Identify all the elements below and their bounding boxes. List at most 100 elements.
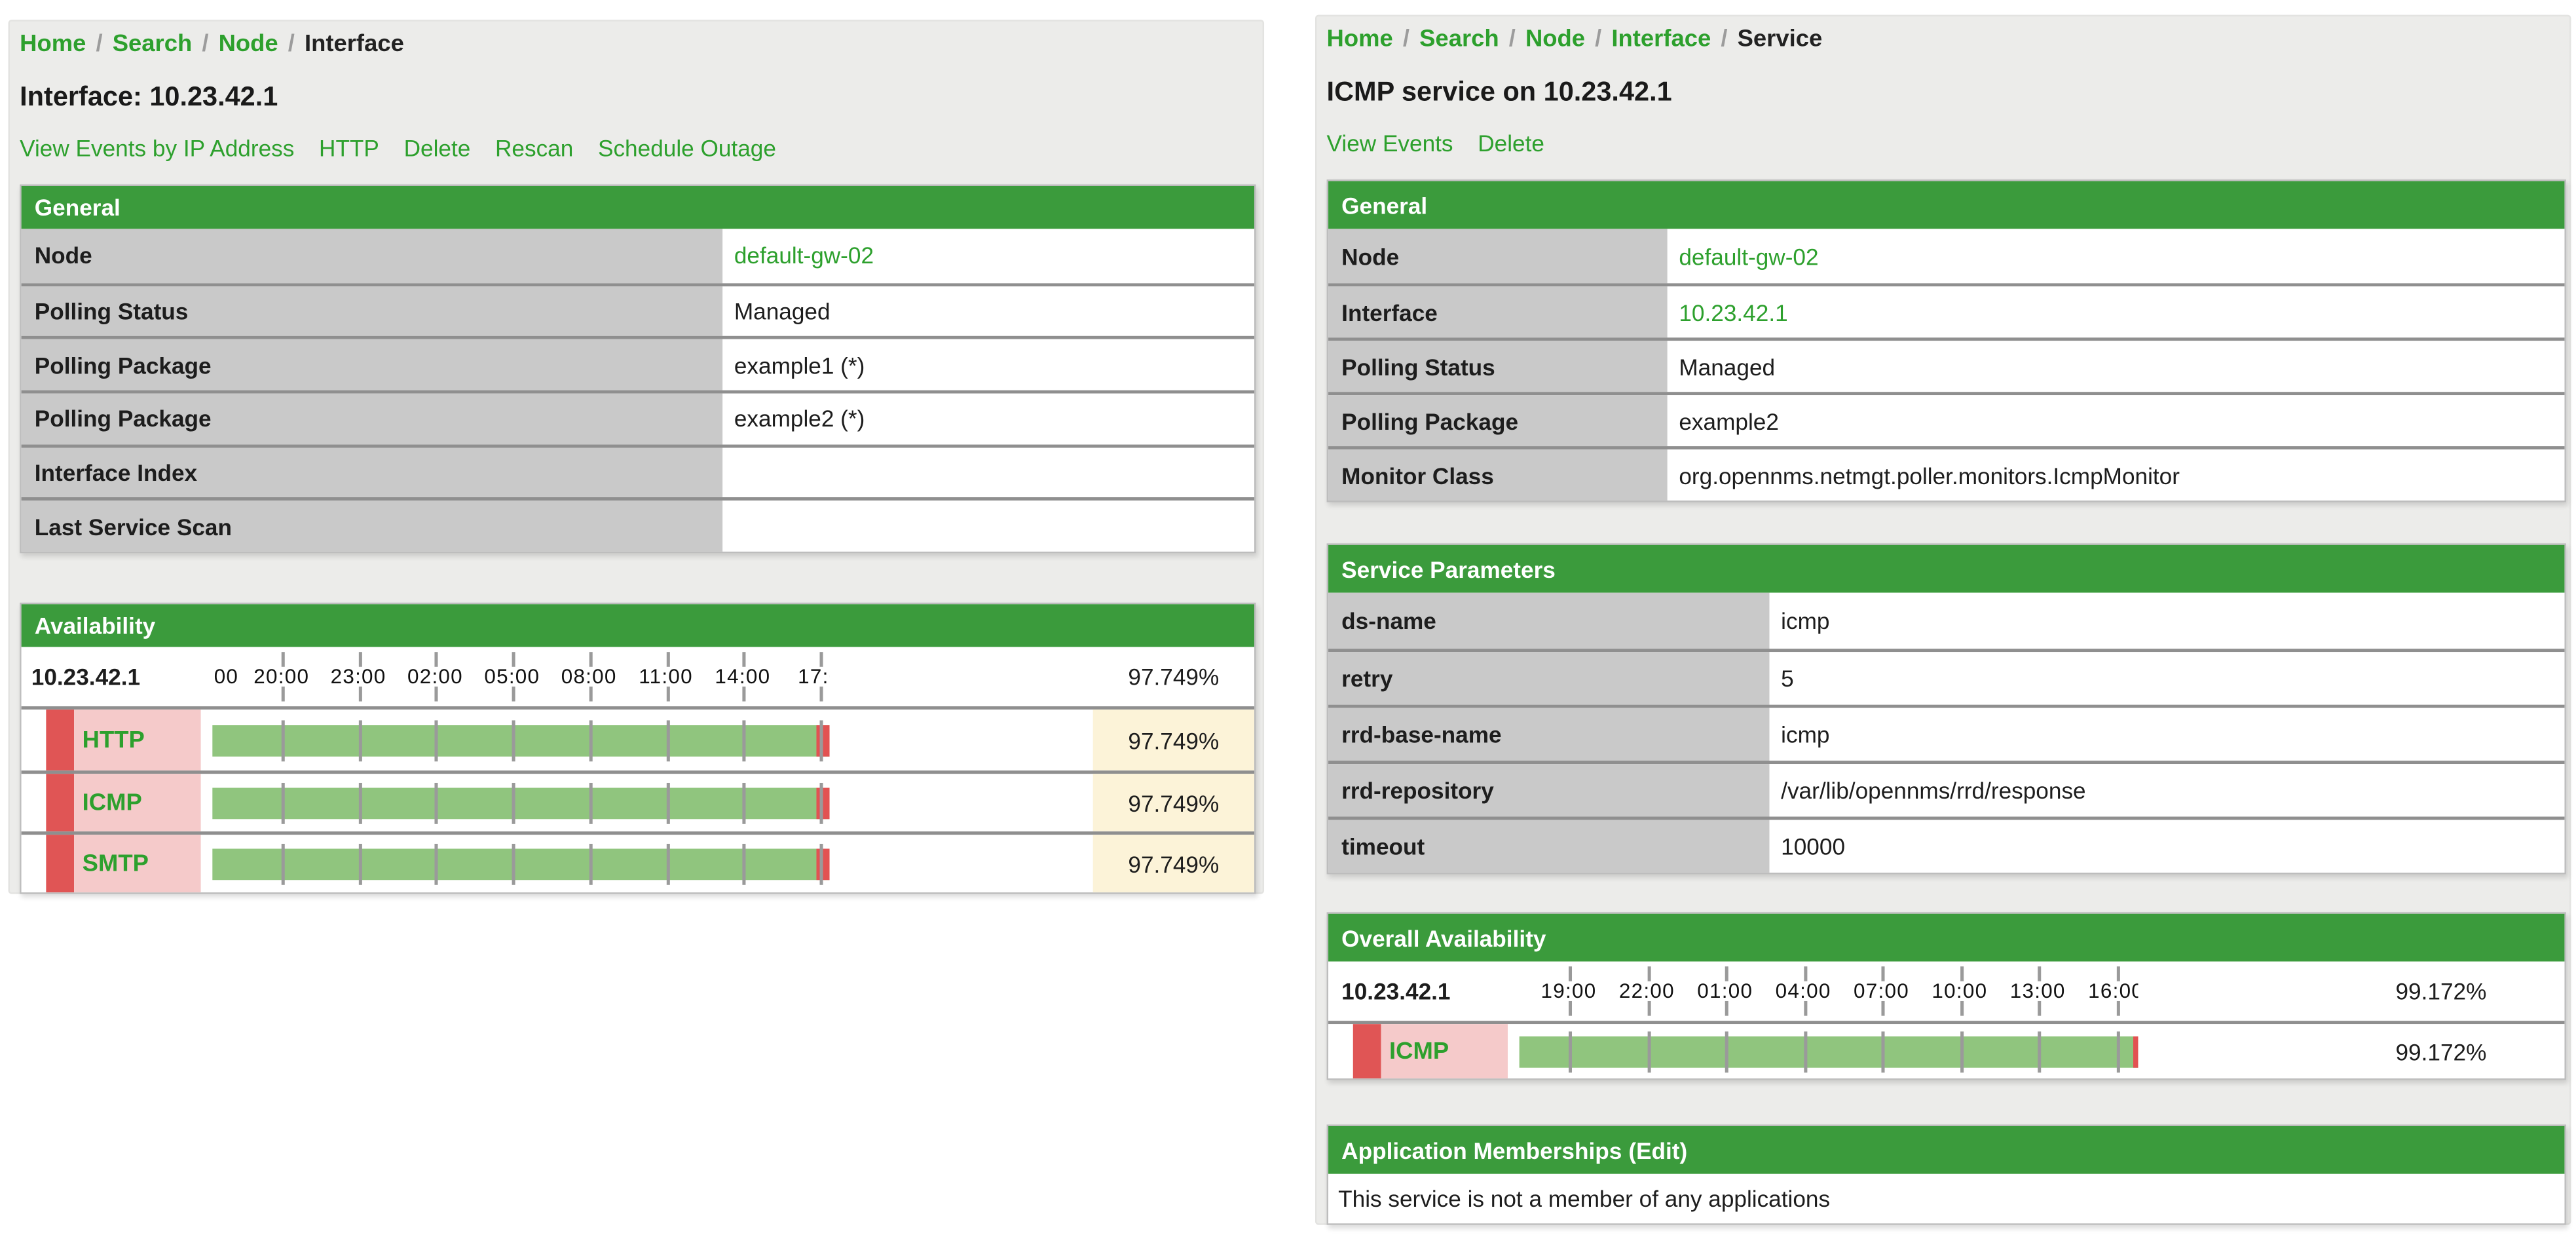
tick-mark xyxy=(1881,1000,1885,1016)
availability-table: Availability 10.23.42.1 00 20:00 23:00 02:00 0… xyxy=(20,603,1256,894)
tick-mark xyxy=(281,843,285,884)
table-row: rrd-base-name icmp xyxy=(1328,704,2565,761)
ip-address-label: 10.23.42.1 xyxy=(31,664,141,691)
tick-mark xyxy=(281,719,285,761)
row-value: example2 (*) xyxy=(722,393,1254,444)
breadcrumb-item-interface[interactable]: Interface xyxy=(1611,26,1711,53)
service-link-http[interactable]: HTTP xyxy=(74,710,201,771)
row-label: Node xyxy=(21,229,723,283)
tick-mark xyxy=(589,687,593,702)
tick-mark xyxy=(742,652,746,668)
table-row: Interface 10.23.42.1 xyxy=(1328,283,2565,338)
tick-mark xyxy=(589,652,593,668)
availability-bar xyxy=(1519,1035,2138,1067)
breadcrumb-item-node[interactable]: Node xyxy=(218,31,278,58)
service-page-panel: Home / Search / Node / Interface / Service ICMP … xyxy=(1315,14,2571,1225)
application-memberships-table: Application Memberships (Edit) This serv… xyxy=(1326,1124,2566,1225)
row-value[interactable]: default-gw-02 xyxy=(1667,229,2565,284)
row-value[interactable]: default-gw-02 xyxy=(722,229,1254,283)
ip-address-label: 10.23.42.1 xyxy=(1341,977,1451,1004)
availability-bar xyxy=(212,725,830,756)
tick-label: 14:00 xyxy=(715,665,771,689)
tick-mark xyxy=(358,782,362,824)
tick-label: 16:00 xyxy=(2088,979,2138,1003)
action-link-view-events[interactable]: View Events xyxy=(1326,130,1453,157)
table-row: timeout 10000 xyxy=(1328,816,2565,873)
tick-mark xyxy=(819,719,823,761)
breadcrumb-item-home[interactable]: Home xyxy=(1326,26,1393,53)
tick-label: 04:00 xyxy=(1775,979,1831,1003)
row-label: Polling Package xyxy=(1328,395,1668,447)
tick-mark xyxy=(1959,1031,1963,1072)
tick-mark xyxy=(2116,966,2119,981)
tick-mark xyxy=(1568,1000,1573,1016)
action-link-http[interactable]: HTTP xyxy=(319,135,379,162)
action-link-delete[interactable]: Delete xyxy=(1478,130,1544,157)
availability-percent: 97.749% xyxy=(1092,774,1254,832)
tick-mark xyxy=(281,687,285,702)
breadcrumb-separator: / xyxy=(1508,26,1516,53)
row-value: 10000 xyxy=(1769,820,2565,873)
action-links: View Events by IP Address HTTP Delete Resca… xyxy=(20,135,1262,161)
availability-percent: 97.749% xyxy=(1092,710,1254,771)
breadcrumb: Home / Search / Node / Interface / Service xyxy=(1327,26,2569,52)
tick-mark xyxy=(358,687,362,702)
tick-mark xyxy=(358,719,362,761)
service-link-smtp[interactable]: SMTP xyxy=(74,835,201,893)
availability-row: SMTP 97.749% xyxy=(21,831,1254,893)
action-links: View Events Delete xyxy=(1327,130,2569,157)
status-flag xyxy=(46,835,75,893)
breadcrumb-item-search[interactable]: Search xyxy=(112,31,193,58)
action-link-rescan[interactable]: Rescan xyxy=(495,135,574,162)
tick-label: 10:00 xyxy=(1932,979,1988,1003)
breadcrumb-item-home[interactable]: Home xyxy=(20,31,86,58)
availability-bar xyxy=(212,848,830,880)
action-link-delete[interactable]: Delete xyxy=(403,135,471,162)
status-flag xyxy=(46,710,75,771)
breadcrumb-item-interface: Interface xyxy=(304,31,404,58)
tick-mark xyxy=(819,782,823,824)
section-header: Availability xyxy=(21,604,1254,647)
row-label: Last Service Scan xyxy=(21,501,723,552)
availability-axis-row: 10.23.42.1 00 20:00 23:00 02:00 05:00 08:00 11:… xyxy=(21,647,1254,710)
table-row: Polling Status Managed xyxy=(1328,337,2565,392)
tick-mark xyxy=(665,782,669,824)
row-value[interactable]: 10.23.42.1 xyxy=(1667,286,2565,338)
row-value: org.opennms.netmgt.poller.monitors.IcmpM… xyxy=(1667,449,2565,501)
availability-bar xyxy=(212,787,830,819)
tick-mark xyxy=(742,687,746,702)
tick-mark xyxy=(819,652,823,668)
availability-chart xyxy=(212,710,830,770)
row-value: example1 (*) xyxy=(722,339,1254,390)
edit-link[interactable]: (Edit) xyxy=(1628,1137,1688,1164)
tick-mark xyxy=(742,719,746,761)
tick-mark xyxy=(1647,1000,1651,1016)
time-axis: 00 20:00 23:00 02:00 05:00 08:00 11:00 14:00 17:… xyxy=(212,647,830,706)
tick-label: 02:00 xyxy=(407,665,463,689)
overall-availability-percent: 99.172% xyxy=(2395,977,2487,1004)
tick-mark xyxy=(435,843,439,884)
tick-mark xyxy=(1959,1000,1963,1016)
overall-availability-percent: 97.749% xyxy=(1128,664,1220,691)
tick-label: 19:00 xyxy=(1540,979,1597,1003)
row-label: rrd-base-name xyxy=(1328,708,1770,761)
availability-percent: 99.172% xyxy=(2395,1038,2487,1065)
breadcrumb-item-node[interactable]: Node xyxy=(1525,26,1586,53)
table-row: ds-name icmp xyxy=(1328,592,2565,649)
tick-mark xyxy=(1725,1000,1728,1016)
row-label: retry xyxy=(1328,652,1770,705)
service-link-icmp[interactable]: ICMP xyxy=(74,774,201,832)
outage-segment xyxy=(2133,1035,2138,1067)
breadcrumb-item-search[interactable]: Search xyxy=(1419,26,1499,53)
tick-label: 07:00 xyxy=(1854,979,1909,1003)
service-link-icmp[interactable]: ICMP xyxy=(1381,1024,1508,1079)
section-header: General xyxy=(1328,181,2565,229)
action-link-view-events-by-ip-address[interactable]: View Events by IP Address xyxy=(20,135,295,162)
row-label: Polling Package xyxy=(21,339,723,390)
tick-mark xyxy=(435,719,439,761)
section-header: Application Memberships (Edit) xyxy=(1328,1126,2565,1174)
action-link-schedule-outage[interactable]: Schedule Outage xyxy=(598,135,776,162)
tick-mark xyxy=(1803,1031,1807,1072)
table-row: Polling Package example1 (*) xyxy=(21,336,1254,390)
